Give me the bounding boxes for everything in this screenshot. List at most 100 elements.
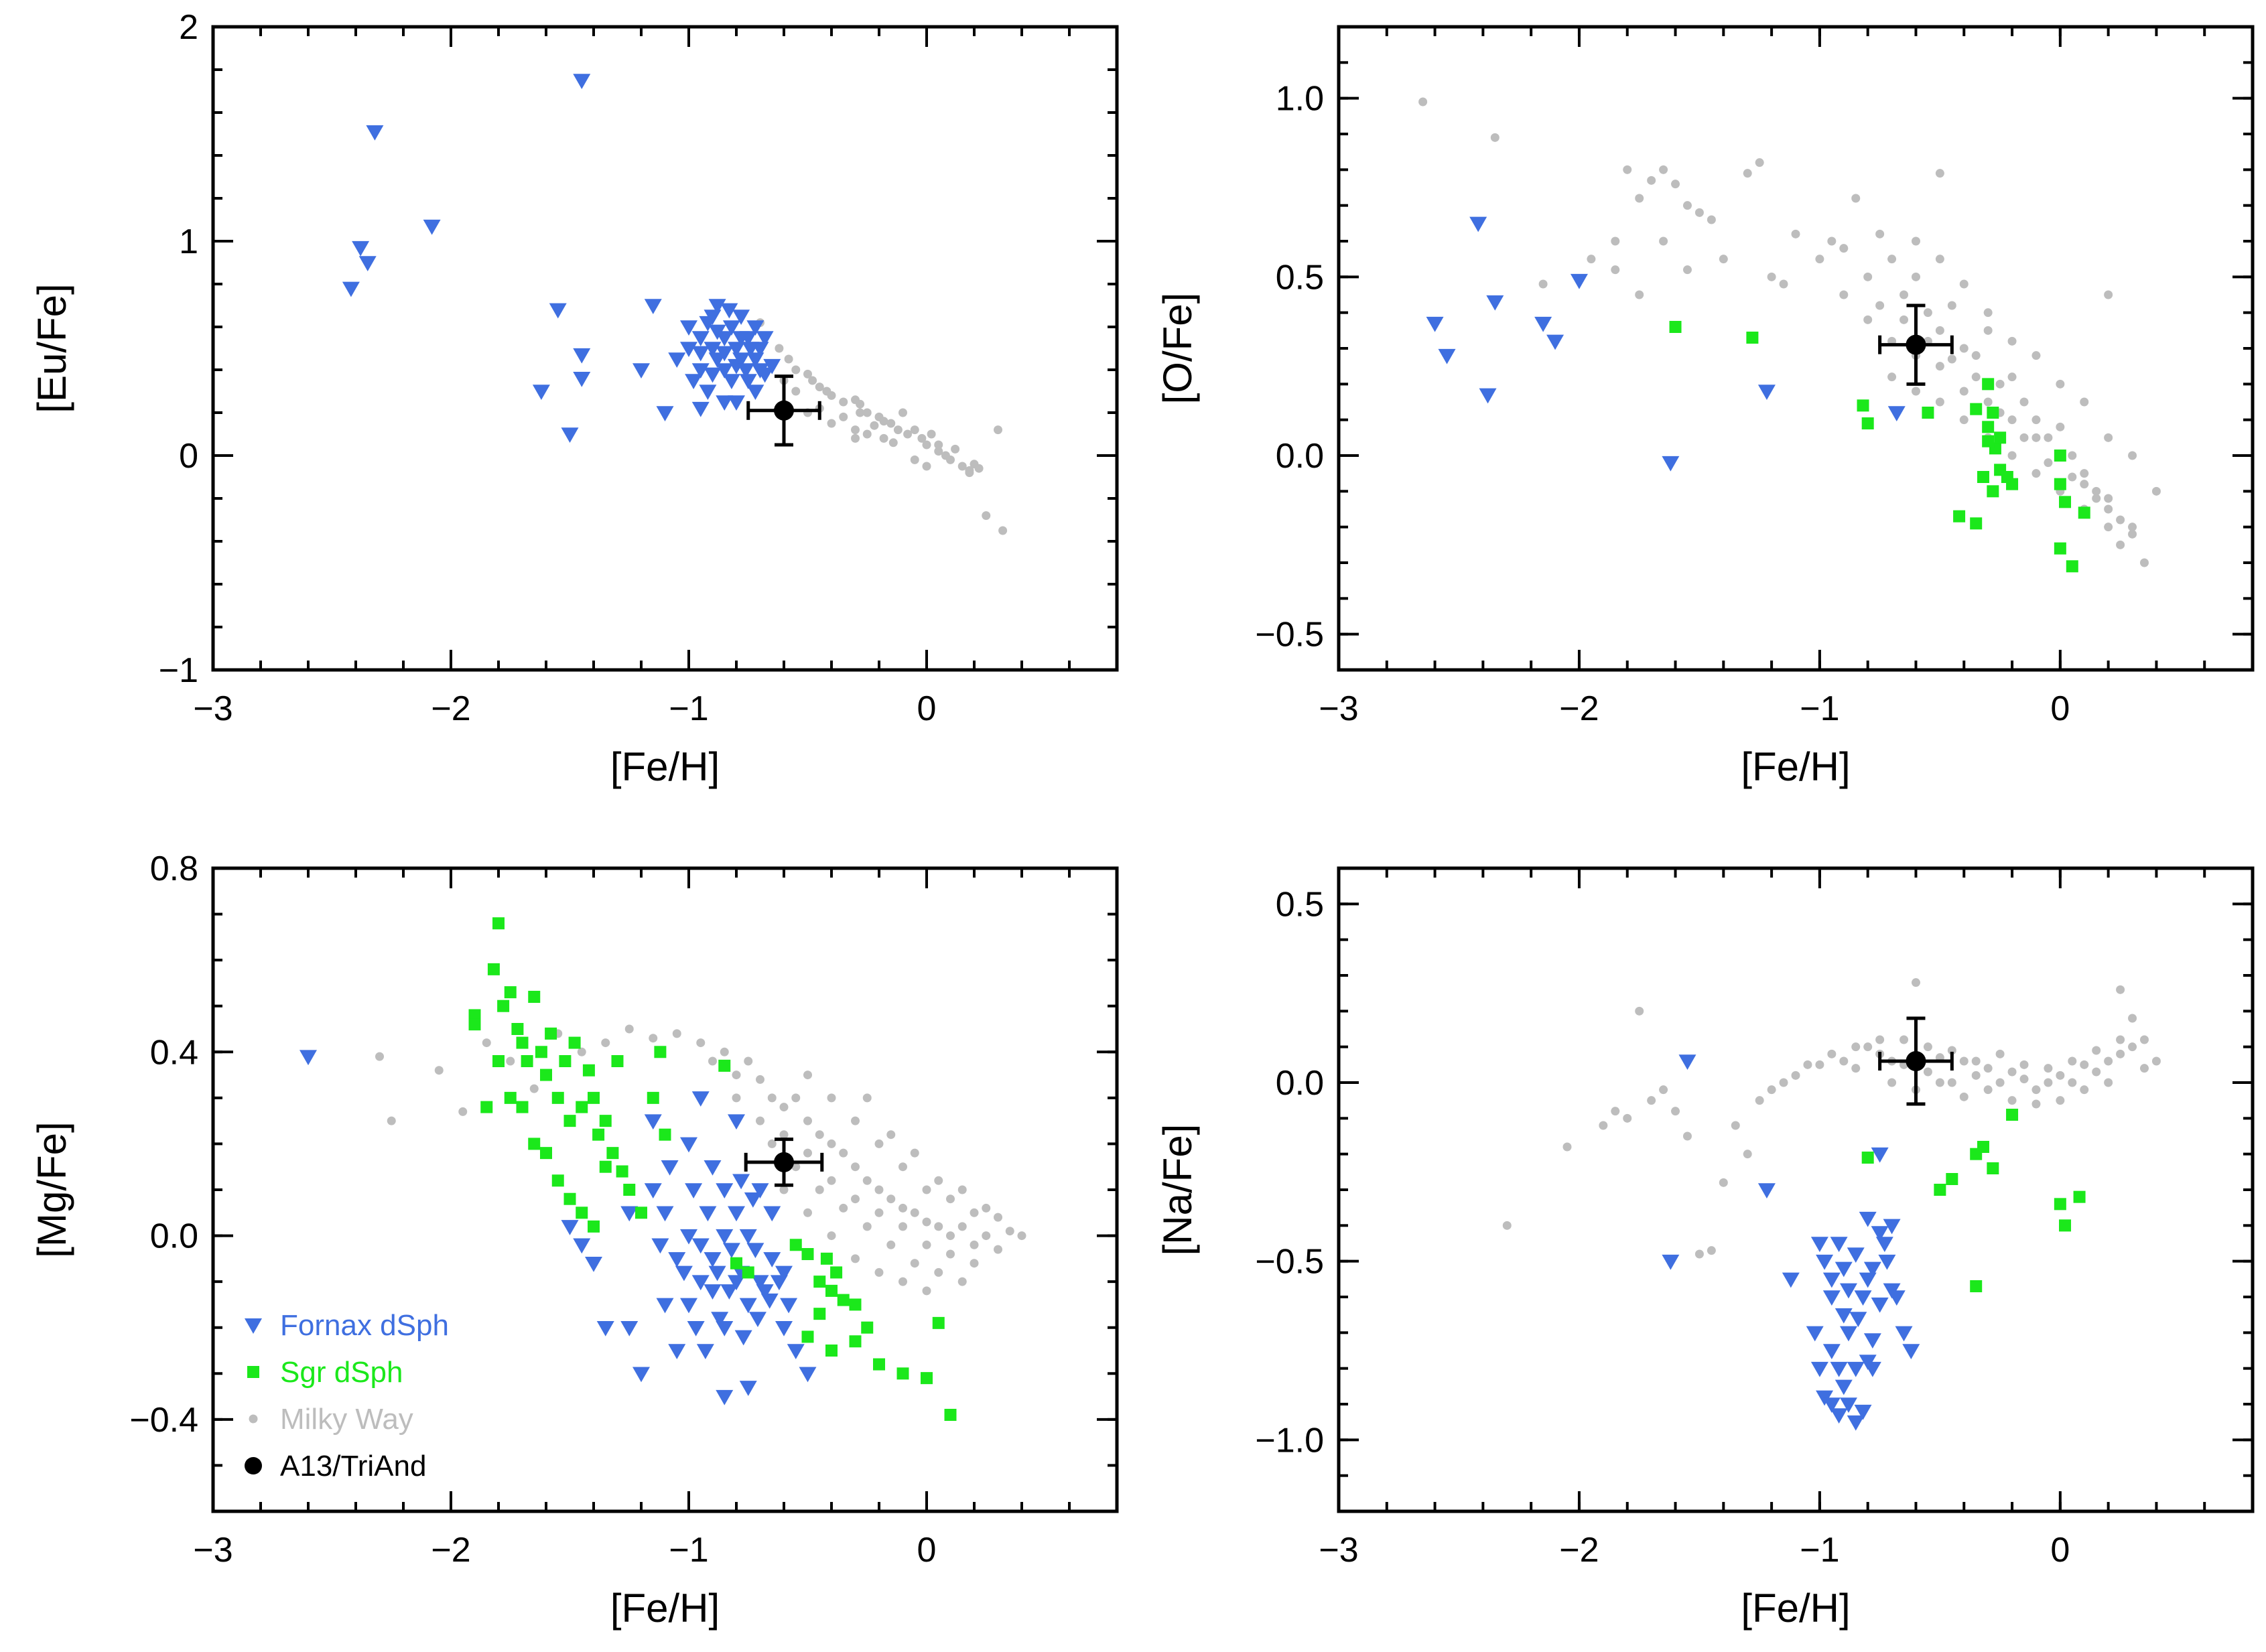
milky-way-point: [2116, 985, 2125, 994]
milky-way-point: [879, 417, 888, 426]
sgr-point: [825, 1284, 838, 1297]
milky-way-point: [982, 1203, 991, 1213]
milky-way-point: [732, 1093, 741, 1103]
sgr-point: [730, 1257, 742, 1269]
fornax-point: [685, 374, 703, 389]
milky-way-point: [893, 425, 903, 435]
sgr-point: [813, 1276, 826, 1288]
sgr-point: [497, 1000, 510, 1012]
milky-way-point: [1875, 301, 1885, 310]
fornax-point: [708, 324, 726, 340]
milky-way-point: [482, 1038, 491, 1048]
fornax-point: [1895, 1326, 1913, 1342]
milky-way-point: [910, 1208, 919, 1217]
fornax-point: [680, 1229, 697, 1245]
milky-way-point: [1959, 1092, 1969, 1101]
milky-way-point: [1694, 208, 1704, 217]
milky-way-point: [2068, 1056, 2077, 1066]
sgr-point: [647, 1091, 659, 1104]
milky-way-point: [1611, 236, 1620, 246]
fornax-point: [746, 320, 764, 336]
y-tick-label: 1.0: [1276, 80, 1324, 119]
fornax-point: [423, 219, 441, 235]
fornax-point: [775, 1265, 793, 1282]
series-sgr-dsph: [1861, 1109, 2086, 1292]
sgr-point: [1977, 471, 1989, 483]
milky-way-point: [815, 383, 824, 392]
sgr-point: [1970, 403, 1983, 415]
fornax-point: [1839, 1326, 1857, 1342]
fornax-point: [1878, 1254, 1896, 1270]
milky-way-point: [1935, 397, 1944, 407]
fornax-point: [299, 1050, 317, 1066]
x-tick-label: 0: [917, 1531, 937, 1570]
milky-way-point: [1611, 1107, 1620, 1116]
triand-point: [774, 400, 794, 421]
milky-way-point: [1682, 265, 1692, 275]
milky-way-point: [1767, 272, 1776, 281]
milky-way-point: [2128, 1014, 2137, 1023]
fornax-point: [746, 1243, 764, 1259]
milky-way-point: [1947, 354, 1956, 364]
sgr-point: [2006, 478, 2019, 490]
milky-way-point: [2151, 1056, 2161, 1066]
milky-way-point: [965, 468, 974, 478]
legend-label: Fornax dSph: [280, 1309, 449, 1342]
sgr-point: [2073, 1190, 2086, 1203]
sgr-point: [849, 1335, 862, 1348]
fornax-point: [1847, 1247, 1865, 1263]
milky-way-point: [815, 1185, 824, 1194]
series-fornax-dsph: [1662, 1054, 1920, 1431]
x-axis-title: [Fe/H]: [610, 1586, 720, 1631]
milky-way-point: [1995, 1078, 2005, 1087]
fornax-point: [1822, 1397, 1841, 1413]
sgr-point: [2054, 542, 2066, 555]
milky-way-point: [1839, 1056, 1849, 1066]
fornax-point: [722, 320, 740, 336]
fornax-point: [1830, 1237, 1848, 1252]
fornax-point: [656, 1298, 674, 1314]
sgr-point: [825, 1345, 838, 1357]
milky-way-point: [2031, 1099, 2041, 1109]
fornax-point: [1822, 1344, 1841, 1359]
sgr-point: [635, 1207, 647, 1219]
fornax-point: [1871, 1147, 1889, 1163]
milky-way-point: [784, 354, 793, 364]
milky-way-point: [910, 455, 919, 464]
milky-way-point: [2080, 1060, 2089, 1069]
legend-marker-milky-way: [249, 1414, 258, 1424]
fornax-point: [691, 363, 710, 378]
x-tick-label: −3: [1319, 689, 1358, 728]
milky-way-point: [898, 1162, 907, 1172]
sgr-point: [1861, 1152, 1874, 1164]
milky-way-point: [856, 399, 865, 409]
sgr-point: [616, 1165, 628, 1178]
fornax-point: [716, 346, 734, 362]
milky-way-point: [1900, 1035, 1909, 1044]
triand-point: [774, 1152, 794, 1172]
milky-way-point: [874, 1139, 884, 1148]
sgr-point: [540, 1069, 552, 1081]
milky-way-point: [2104, 1078, 2113, 1087]
sgr-point: [1987, 1162, 1999, 1174]
x-tick-label: −2: [431, 689, 470, 728]
fornax-point: [1678, 1054, 1696, 1070]
sgr-point: [2078, 506, 2090, 519]
milky-way-point: [982, 1231, 991, 1241]
y-tick-label: 0.0: [1276, 437, 1324, 476]
fornax-point: [1546, 334, 1564, 350]
milky-way-point: [1815, 255, 1824, 264]
fornax-point: [1810, 1237, 1828, 1252]
milky-way-point: [803, 1116, 812, 1125]
milky-way-point: [922, 1185, 931, 1194]
series-a13-triand: [744, 1138, 824, 1187]
milky-way-point: [998, 526, 1008, 535]
fornax-point: [734, 1330, 752, 1346]
milky-way-point: [506, 1056, 515, 1066]
milky-way-point: [2116, 1035, 2125, 1044]
plot-frame: [211, 866, 1119, 1513]
y-axis-title: [O/Fe]: [1155, 293, 1200, 405]
milky-way-point: [839, 412, 848, 421]
milky-way-point: [934, 1176, 943, 1185]
milky-way-point: [1959, 415, 1969, 425]
